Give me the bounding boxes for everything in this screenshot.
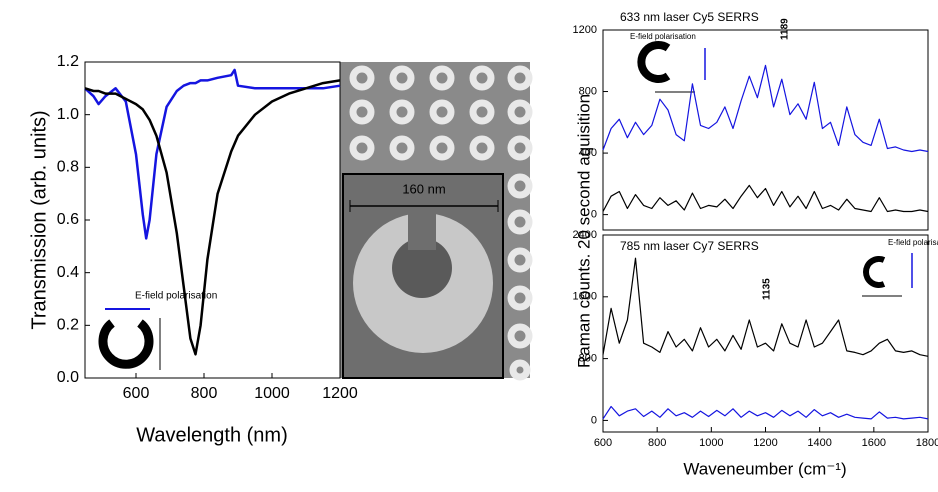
x-tick-label: 600 — [123, 385, 150, 402]
plot-frame — [602, 29, 929, 231]
data-line — [602, 405, 929, 420]
y-tick-label: 0.4 — [57, 264, 79, 281]
annotation: E-field polarisation — [135, 291, 217, 302]
x-tick-label: 1000 — [254, 385, 290, 402]
annotation: 1135 — [762, 278, 773, 300]
y-tick-label: 1600 — [573, 291, 597, 303]
x-tick-label: 1600 — [862, 437, 886, 449]
y-tick-label: 800 — [579, 353, 597, 365]
x-tick-label: 1400 — [807, 437, 831, 449]
y-tick-label: 1200 — [573, 24, 597, 36]
y-axis-label: Transmission (arb. units) — [28, 110, 50, 329]
x-tick-label: 1000 — [699, 437, 723, 449]
y-tick-label: 1.0 — [57, 106, 79, 123]
polarisation-icons — [98, 41, 913, 370]
plot-frame — [602, 234, 929, 433]
y-tick-label: 0.2 — [57, 317, 79, 334]
data-line — [602, 64, 929, 153]
annotation: E-field polarisation — [888, 238, 938, 247]
x-axis-label: Wavelength (nm) — [136, 424, 288, 446]
x-tick-label: 800 — [191, 385, 218, 402]
y-tick-label: 0.8 — [57, 159, 79, 176]
x-tick-label: 1200 — [753, 437, 777, 449]
annotation: E-field polarisation — [630, 32, 696, 41]
sem-image: 160 nm — [340, 62, 533, 381]
y-tick-label: 1.2 — [57, 53, 79, 70]
y-tick-label: 400 — [579, 147, 597, 159]
y-tick-label: 0.6 — [57, 211, 79, 228]
y-tick-label: 0 — [591, 209, 597, 221]
y-tick-label: 2400 — [573, 229, 597, 241]
y-tick-label: 0 — [591, 414, 597, 426]
data-line — [602, 184, 929, 213]
annotation: 1189 — [780, 18, 791, 40]
scale-label: 160 nm — [402, 181, 445, 196]
x-tick-label: 1200 — [322, 385, 358, 402]
y-tick-label: 0.0 — [57, 369, 79, 386]
x-tick-label: 1800 — [916, 437, 938, 449]
chart-title: 633 nm laser Cy5 SERRS — [620, 10, 759, 24]
x-tick-label: 800 — [648, 437, 666, 449]
x-axis-label: Waveneumber (cm⁻¹) — [683, 459, 846, 478]
data-line — [602, 257, 929, 357]
data-line — [84, 79, 341, 356]
data-line — [84, 68, 341, 240]
y-tick-label: 800 — [579, 85, 597, 97]
x-tick-label: 600 — [594, 437, 612, 449]
y-axis-label: Raman counts. 20 second aquisition — [574, 94, 593, 368]
chart-title: 785 nm laser Cy7 SERRS — [620, 239, 759, 253]
